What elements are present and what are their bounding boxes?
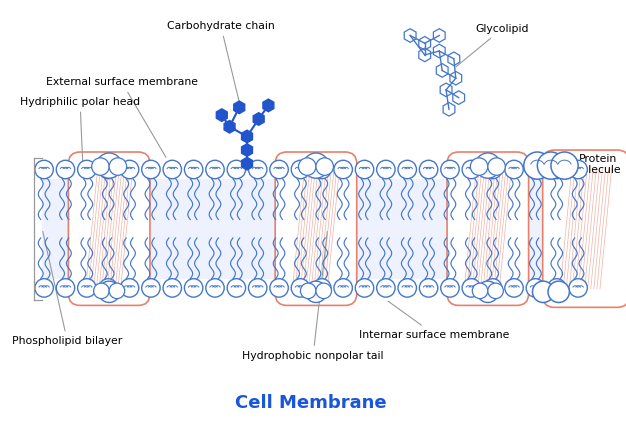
Circle shape [316, 158, 334, 175]
Circle shape [99, 160, 118, 179]
Circle shape [551, 152, 578, 179]
Circle shape [305, 281, 327, 303]
Circle shape [356, 279, 374, 297]
FancyBboxPatch shape [543, 150, 626, 307]
Circle shape [569, 160, 587, 179]
Circle shape [488, 283, 503, 299]
Circle shape [35, 160, 53, 179]
Circle shape [398, 279, 416, 297]
Circle shape [398, 160, 416, 179]
Circle shape [185, 279, 203, 297]
Circle shape [78, 160, 96, 179]
Circle shape [419, 279, 438, 297]
Circle shape [441, 160, 459, 179]
Circle shape [488, 158, 505, 175]
Circle shape [356, 160, 374, 179]
FancyBboxPatch shape [275, 152, 357, 305]
Circle shape [141, 160, 160, 179]
Polygon shape [224, 120, 235, 133]
Circle shape [524, 152, 551, 179]
Circle shape [91, 158, 109, 175]
Circle shape [227, 279, 245, 297]
Circle shape [163, 279, 182, 297]
Circle shape [56, 160, 74, 179]
Circle shape [472, 283, 488, 299]
Circle shape [300, 283, 316, 299]
Text: Cell Membrane: Cell Membrane [235, 393, 387, 412]
Circle shape [99, 279, 118, 297]
Circle shape [206, 160, 224, 179]
FancyBboxPatch shape [68, 152, 150, 305]
Circle shape [270, 279, 289, 297]
Circle shape [505, 279, 523, 297]
Circle shape [377, 279, 395, 297]
Circle shape [163, 160, 182, 179]
Circle shape [483, 279, 502, 297]
Circle shape [548, 281, 570, 303]
Circle shape [291, 160, 310, 179]
Polygon shape [217, 109, 227, 121]
Polygon shape [242, 157, 252, 170]
Circle shape [526, 160, 545, 179]
Circle shape [316, 283, 332, 299]
Text: Internar surface membrane: Internar surface membrane [359, 301, 510, 339]
Text: Carbohydrate chain: Carbohydrate chain [167, 21, 275, 111]
Circle shape [377, 160, 395, 179]
Circle shape [56, 279, 74, 297]
Circle shape [304, 153, 329, 178]
Circle shape [483, 160, 502, 179]
Text: Hydrophobic nonpolar tail: Hydrophobic nonpolar tail [242, 231, 384, 361]
Circle shape [109, 283, 125, 299]
Circle shape [441, 279, 459, 297]
Circle shape [505, 160, 523, 179]
Circle shape [533, 281, 554, 303]
Circle shape [109, 158, 126, 175]
Text: Hydriphilic polar head: Hydriphilic polar head [20, 96, 140, 165]
Circle shape [299, 158, 316, 175]
Circle shape [206, 279, 224, 297]
Circle shape [96, 153, 122, 178]
Circle shape [548, 279, 566, 297]
Circle shape [249, 279, 267, 297]
Circle shape [120, 160, 139, 179]
Polygon shape [242, 144, 252, 156]
Polygon shape [263, 99, 274, 112]
Circle shape [477, 281, 498, 303]
Bar [42, 179, 580, 279]
Circle shape [185, 160, 203, 179]
Polygon shape [253, 113, 264, 125]
Circle shape [470, 158, 488, 175]
Circle shape [548, 160, 566, 179]
Circle shape [141, 279, 160, 297]
Circle shape [462, 160, 481, 179]
Circle shape [94, 283, 109, 299]
FancyBboxPatch shape [447, 152, 528, 305]
Polygon shape [242, 130, 252, 143]
Circle shape [526, 279, 545, 297]
Circle shape [334, 160, 352, 179]
Circle shape [120, 279, 139, 297]
Circle shape [249, 160, 267, 179]
Circle shape [98, 281, 120, 303]
Circle shape [78, 279, 96, 297]
Circle shape [291, 279, 310, 297]
Text: External surface membrane: External surface membrane [46, 77, 198, 157]
Circle shape [312, 160, 331, 179]
Circle shape [334, 279, 352, 297]
Circle shape [35, 279, 53, 297]
Circle shape [227, 160, 245, 179]
Circle shape [419, 160, 438, 179]
Text: Protein
Molecule: Protein Molecule [567, 154, 622, 176]
Text: Glycolipid: Glycolipid [456, 24, 529, 67]
Circle shape [312, 279, 331, 297]
Text: Phospholipid bilayer: Phospholipid bilayer [13, 231, 123, 346]
Circle shape [537, 152, 565, 179]
Circle shape [462, 279, 481, 297]
Circle shape [569, 279, 587, 297]
Circle shape [270, 160, 289, 179]
Polygon shape [233, 101, 245, 113]
Circle shape [475, 153, 500, 178]
